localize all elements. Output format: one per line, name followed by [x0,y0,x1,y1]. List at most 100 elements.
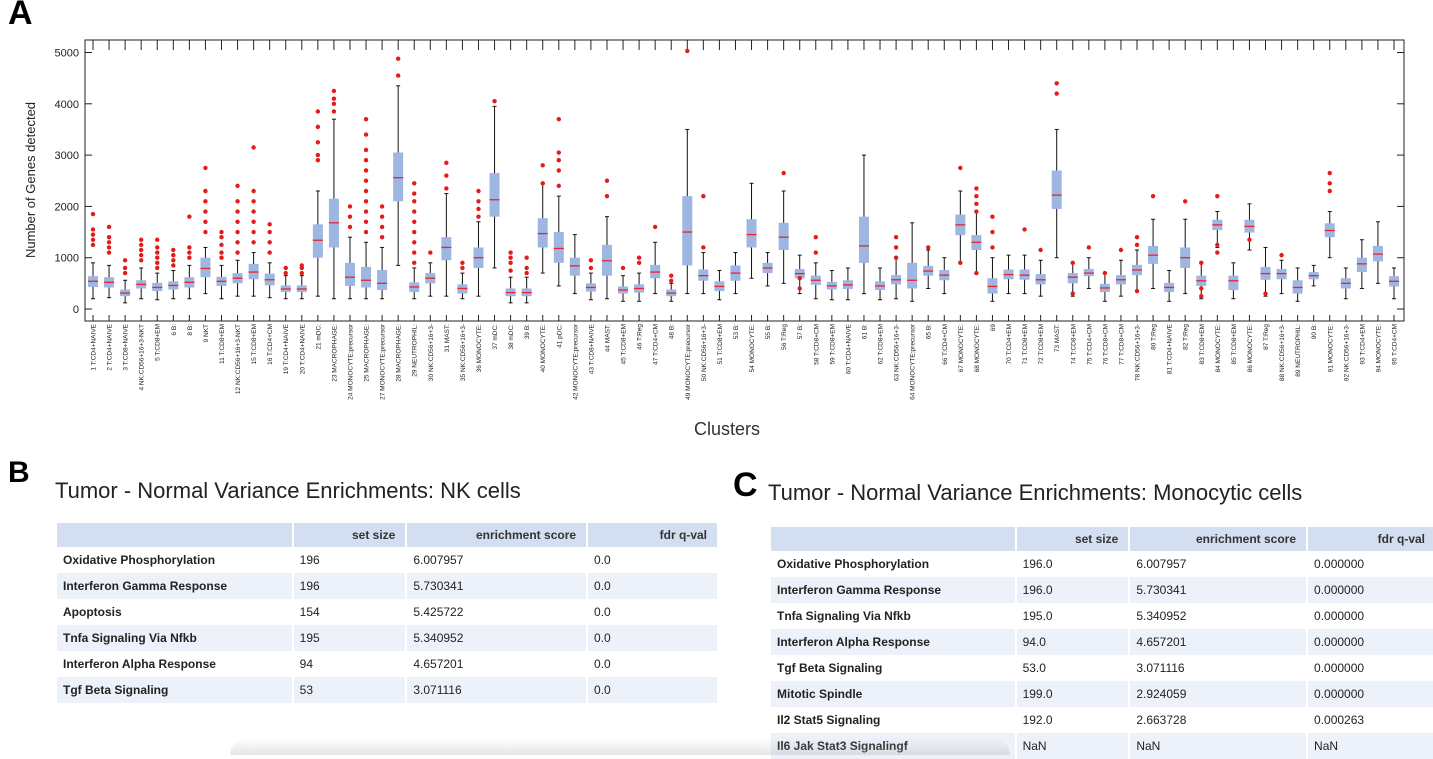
outlier-point [1054,91,1059,96]
outlier-point [652,224,658,230]
pathway-name: Oxidative Phosphorylation [57,547,294,573]
outlier-point [1134,234,1140,240]
x-tick-label: 42 MONOCYTE:precursor [572,323,579,400]
outlier-point [235,209,240,214]
outlier-point [203,209,208,214]
x-tick-label: 60 T:CD4+NAIVE [845,323,852,374]
outlier-point [893,245,899,250]
panel-label-a: A [8,0,33,32]
outlier-point [508,260,513,266]
outlier-point [797,286,802,291]
outlier-point [363,147,369,153]
x-tick-label: 9 NKT [203,324,210,342]
table-row: Tnfa Signaling Via Nfkb 195.0 5.340952 0.00… [771,603,1433,629]
table-row: Mitotic Spindle 199.0 2.924059 0.000000 [771,681,1433,707]
outlier-point [138,247,144,253]
outlier-point [412,250,417,255]
outlier-point [363,132,369,137]
outlier-point [524,265,529,271]
set-size-cell: 53.0 [1015,655,1131,681]
x-tick-label: 47 T:CD4+CM [653,324,660,365]
outlier-point [701,193,706,199]
table-row: Tgf Beta Signaling 53 3.071116 0.0 [57,677,719,703]
outlier-point [1182,199,1188,204]
outlier-point [604,193,610,199]
outlier-point [604,178,610,183]
x-tick-label: 89 NEUTROPHIL: [1295,324,1302,377]
x-tick-label: 16 T:CD4+CM [267,324,274,365]
x-tick-label: 67 MONOCYTE: [958,324,965,373]
enrichment-score-cell: 2.924059 [1129,681,1309,707]
outlier-point [171,252,176,258]
outlier-point [813,250,818,255]
pathway-name: Tnfa Signaling Via Nfkb [57,625,294,651]
enrichment-score-cell: 2.663728 [1129,707,1309,733]
x-tick-label: 29 NEUTROPHIL: [412,324,419,377]
fdr-cell: 0.000000 [1307,551,1433,577]
outlier-point [203,199,208,204]
x-tick-label: 63 NK:CD56+16+3- [894,324,901,381]
outlier-point [171,258,176,263]
outlier-point [347,214,353,219]
table-row: Interferon Gamma Response 196.0 5.730341 0.… [771,577,1433,603]
box-iqr [1067,273,1078,284]
outlier-point [412,191,417,196]
outlier-point [1199,293,1204,299]
outlier-point [315,152,321,158]
outlier-point [106,250,112,255]
pathway-name: Mitotic Spindle [771,681,1017,707]
outlier-point [299,263,305,268]
outlier-point [187,255,192,260]
outlier-point [1118,247,1124,253]
outlier-point [1215,250,1220,255]
outlier-point [122,258,128,263]
x-tick-label: 50 NK:CD56+16+3- [701,324,708,381]
table-row: Tnfa Signaling Via Nfkb 195 5.340952 0.0 [57,625,719,651]
outlier-point [974,186,979,191]
outlier-point [1215,193,1220,199]
outlier-point [251,209,256,214]
outlier-point [219,242,224,248]
outlier-point [138,252,144,258]
outlier-point [974,270,979,276]
box-iqr [778,222,789,251]
outlier-point [588,258,594,263]
outlier-point [155,260,160,266]
x-tick-label: 80 T:Reg [1151,324,1158,350]
plot-frame [84,39,1405,322]
x-tick-label: 82 T:Reg [1183,324,1190,350]
x-tick-label: 75 T:CD4+CM [1086,324,1093,365]
column-header-pathway [771,527,1017,551]
column-header-set-size: set size [1015,527,1131,551]
x-tick-label: 57 B: [797,324,804,339]
outlier-point [347,204,353,209]
box-iqr [377,270,388,291]
pathway-name: Tgf Beta Signaling [57,677,294,703]
x-tick-label: 81 T:CD4+NAIVE [1167,323,1174,374]
outlier-point [331,88,337,94]
outlier-point [540,181,545,186]
outlier-point [556,158,561,163]
outlier-point [331,96,337,101]
outlier-point [299,270,305,276]
outlier-point [508,250,513,255]
enrichment-score-cell: 3.071116 [406,677,589,703]
outlier-point [187,214,192,219]
outlier-point [958,165,963,171]
x-tick-label: 61 B: [861,324,868,339]
outlier-point [331,109,337,114]
x-tick-label: 40 MONOCYTE: [540,324,547,373]
outlier-point [685,48,690,54]
outlier-point [588,265,594,271]
x-tick-label: 48 B: [669,324,676,339]
fdr-cell: 0.000000 [1307,603,1433,629]
outlier-point [1279,252,1284,258]
x-tick-label: 95 T:CD4+CM [1392,324,1399,365]
outlier-point [283,270,288,276]
box-iqr [200,257,211,278]
x-tick-label: 39 B: [524,324,531,339]
box-iqr [361,266,372,288]
outlier-point [219,234,224,240]
outlier-point [412,260,417,266]
outlier-point [90,227,96,232]
